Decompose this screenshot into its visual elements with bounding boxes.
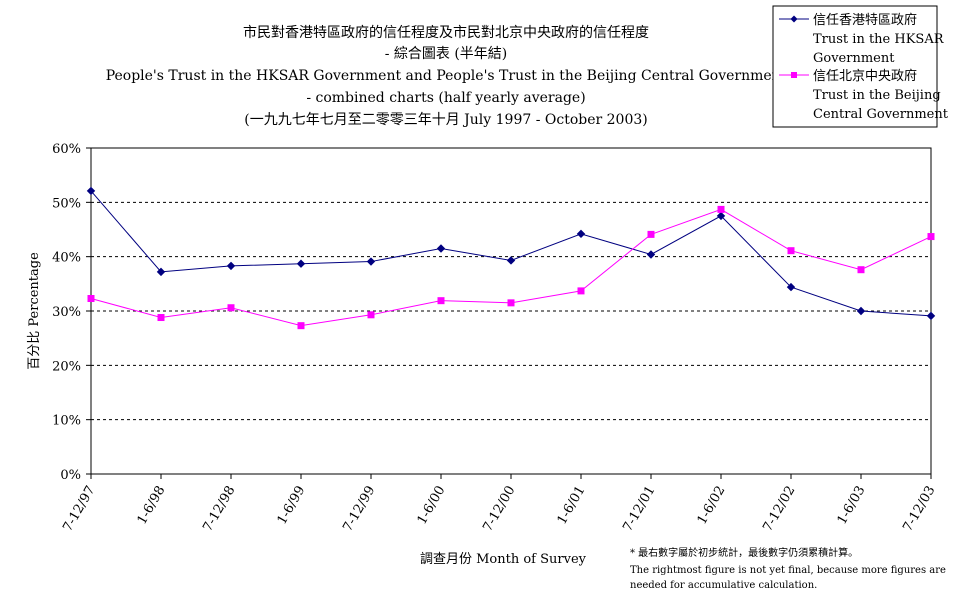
data-point xyxy=(437,297,445,305)
data-point xyxy=(507,299,515,307)
chart-title-line: People's Trust in the HKSAR Government a… xyxy=(106,68,787,84)
footnote-line: needed for accumulative calculation. xyxy=(630,580,817,591)
chart-title: 市民對香港特區政府的信任程度及市民對北京中央政府的信任程度 - 綜合圖表 (半年結… xyxy=(106,24,787,128)
data-point xyxy=(716,211,726,221)
x-axis-ticks: 7-12/97 1-6/98 7-12/98 1-6/99 7-12/99 1-6/00 7… xyxy=(60,474,938,534)
series-1 xyxy=(86,186,936,321)
data-point xyxy=(787,247,795,255)
data-point xyxy=(646,250,656,259)
gridlines xyxy=(91,147,931,421)
y-axis-ticks: 0% 10% 20% 30% 40% 50% 60% xyxy=(52,142,91,483)
data-point xyxy=(856,306,866,316)
legend-label: Government xyxy=(813,51,895,66)
x-tick-label: 1-6/99 xyxy=(275,484,309,528)
data-point xyxy=(86,186,96,196)
data-point xyxy=(506,256,516,265)
legend-label: Trust in the HKSAR xyxy=(813,32,945,47)
chart-title-line: 市民對香港特區政府的信任程度及市民對北京中央政府的信任程度 xyxy=(243,24,649,41)
data-point xyxy=(927,233,935,241)
footnote-line: * 最右數字屬於初步統計，最後數字仍須累積計算。 xyxy=(630,546,858,559)
chart-title-line: (一九九七年七月至二零零三年十月 July 1997 - October 200… xyxy=(244,112,648,128)
x-tick-label: 1-6/01 xyxy=(555,484,589,528)
data-point xyxy=(366,257,376,266)
y-tick-label: 20% xyxy=(52,359,81,374)
data-point xyxy=(87,295,95,303)
data-point xyxy=(647,230,655,238)
footnote: * 最右數字屬於初步統計，最後數字仍須累積計算。 The rightmost fi… xyxy=(630,546,946,591)
chart-legend: 信任香港特區政府 Trust in the HKSAR Government 信任北京… xyxy=(772,5,949,128)
y-tick-label: 50% xyxy=(52,196,81,211)
legend-label: Central Government xyxy=(813,107,949,122)
data-point xyxy=(436,244,446,253)
y-tick-label: 40% xyxy=(52,251,81,266)
chart-title-line: - combined charts (half yearly average) xyxy=(306,90,585,106)
data-point xyxy=(717,205,725,213)
data-point xyxy=(227,304,235,312)
x-tick-label: 7-12/97 xyxy=(60,484,98,535)
legend-label: 信任北京中央政府 xyxy=(813,69,917,84)
x-tick-label: 7-12/00 xyxy=(480,484,518,535)
legend-label: Trust in the Beijing xyxy=(813,88,941,103)
x-tick-label: 1-6/98 xyxy=(135,484,169,528)
legend-marker xyxy=(791,72,797,78)
y-tick-label: 0% xyxy=(60,468,81,483)
x-tick-label: 1-6/02 xyxy=(695,484,729,528)
y-axis-label: 百分比 Percentage xyxy=(27,252,42,370)
data-point xyxy=(297,322,305,330)
y-tick-label: 10% xyxy=(52,414,81,429)
series-line xyxy=(90,190,932,317)
legend-box xyxy=(772,5,938,128)
x-tick-label: 7-12/98 xyxy=(200,484,238,535)
data-point xyxy=(857,266,865,274)
data-point xyxy=(576,229,586,239)
data-point xyxy=(226,261,236,271)
x-tick-label: 7-12/02 xyxy=(760,484,798,535)
series-lines xyxy=(86,186,936,330)
data-point xyxy=(926,311,936,321)
y-tick-label: 30% xyxy=(52,305,81,320)
data-point xyxy=(157,314,165,322)
x-tick-label: 1-6/03 xyxy=(835,484,869,528)
x-tick-label: 7-12/03 xyxy=(900,484,938,535)
y-tick-label: 60% xyxy=(52,142,81,157)
x-tick-label: 7-12/01 xyxy=(620,484,658,535)
data-point xyxy=(296,259,306,268)
data-point xyxy=(577,287,585,295)
legend-marker xyxy=(790,15,798,23)
legend-label: 信任香港特區政府 xyxy=(813,13,917,28)
data-point xyxy=(786,282,796,292)
data-point xyxy=(156,267,166,277)
series-2 xyxy=(87,205,935,330)
x-axis-label: 調查月份 Month of Survey xyxy=(420,552,587,567)
x-tick-label: 7-12/99 xyxy=(340,484,378,535)
footnote-line: The rightmost figure is not yet final, b… xyxy=(630,565,946,576)
x-tick-label: 1-6/00 xyxy=(415,484,449,528)
data-point xyxy=(367,311,375,319)
chart-title-line: - 綜合圖表 (半年結) xyxy=(385,46,508,62)
